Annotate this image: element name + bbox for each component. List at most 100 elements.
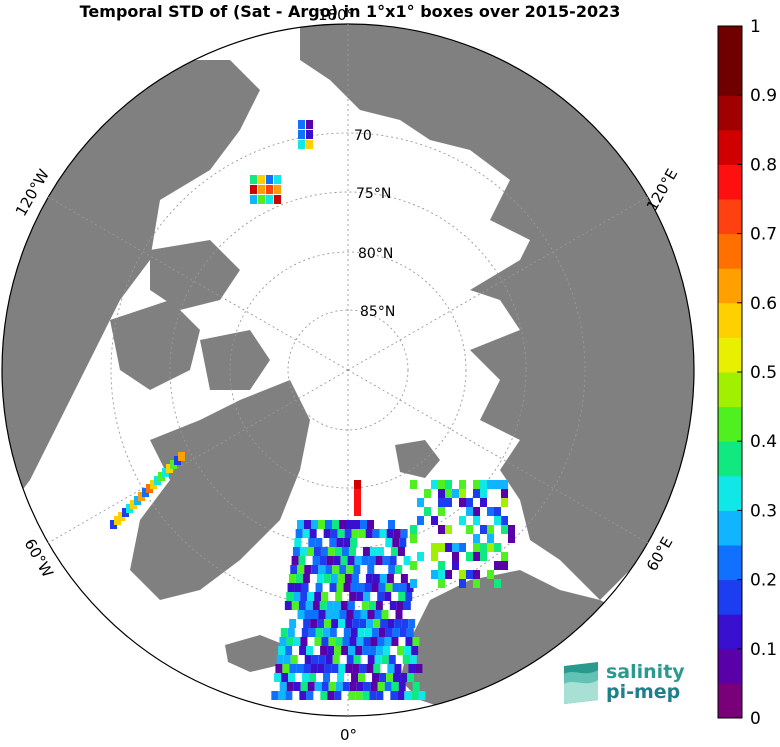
std-cell (366, 664, 374, 673)
std-cell (285, 646, 293, 655)
colorbar-tick-label: 0 (750, 709, 761, 729)
std-cell (378, 583, 386, 592)
std-cell (303, 664, 311, 673)
std-cell (355, 646, 363, 655)
std-cell (285, 691, 293, 700)
std-cell (344, 529, 352, 538)
std-cell (306, 120, 313, 129)
std-cell (354, 498, 361, 507)
std-cell (445, 498, 452, 507)
std-cell (327, 547, 335, 556)
std-cell (321, 682, 329, 691)
std-cell (386, 529, 394, 538)
std-cell (335, 637, 343, 646)
std-cell (362, 646, 370, 655)
std-cell (424, 489, 431, 498)
std-cell (304, 565, 312, 574)
std-cell (346, 655, 354, 664)
std-cell (302, 529, 310, 538)
std-cell (400, 673, 408, 682)
std-cell (487, 534, 494, 543)
std-cell (431, 570, 438, 579)
std-cell (417, 516, 424, 525)
std-cell (386, 673, 394, 682)
std-cell (438, 525, 445, 534)
std-cell (328, 637, 336, 646)
std-cell (309, 529, 317, 538)
std-cell (356, 637, 364, 646)
std-cell (487, 570, 494, 579)
std-cell (278, 691, 286, 700)
std-cell (356, 592, 364, 601)
std-cell (366, 619, 374, 628)
std-cell (345, 619, 353, 628)
land-layer (2, 24, 694, 716)
std-cell (473, 489, 480, 498)
std-cell (308, 628, 316, 637)
std-cell (410, 534, 417, 543)
std-cell (374, 610, 382, 619)
std-cell (377, 682, 385, 691)
std-cell (329, 628, 337, 637)
std-cell (290, 565, 298, 574)
std-cell (292, 547, 300, 556)
std-cell (399, 538, 407, 547)
std-cell (445, 570, 452, 579)
std-cell (297, 565, 305, 574)
std-cell (362, 547, 370, 556)
std-cell (351, 529, 359, 538)
std-cell (266, 185, 273, 194)
std-cell (339, 520, 346, 529)
std-cell (360, 610, 368, 619)
std-cell (312, 556, 320, 565)
std-cell (302, 673, 310, 682)
land-greenland (130, 380, 310, 600)
std-cell (397, 547, 405, 556)
std-cell (359, 619, 367, 628)
std-cell (396, 601, 404, 610)
std-cell (308, 538, 316, 547)
std-cell (278, 646, 286, 655)
std-cell (311, 655, 319, 664)
std-cell (294, 538, 302, 547)
std-cell (466, 498, 473, 507)
std-cell (312, 601, 320, 610)
colorbar-ticks: 0 0.1 0.2 0.3 0.4 0.5 0.6 0.7 0.8 0.9 1 (737, 17, 777, 729)
std-cell (332, 610, 340, 619)
std-cell (385, 628, 393, 637)
std-cell (298, 120, 305, 129)
std-cell (297, 520, 304, 529)
std-cell (501, 552, 508, 561)
std-cell (438, 507, 445, 516)
std-cell (340, 556, 348, 565)
std-cell (304, 610, 312, 619)
std-cell (314, 637, 322, 646)
std-cell (323, 529, 331, 538)
std-cell (298, 556, 306, 565)
lat-circle-70 (110, 132, 586, 608)
colorbar-segment (718, 614, 742, 650)
std-cell (314, 592, 322, 601)
std-cell (410, 480, 417, 489)
std-cell (288, 574, 296, 583)
std-cell (403, 556, 411, 565)
std-cell (316, 574, 324, 583)
std-cell (438, 570, 445, 579)
std-cell (266, 175, 273, 184)
std-cell (289, 619, 297, 628)
std-cell (388, 565, 396, 574)
std-cell (130, 500, 137, 509)
std-cell (320, 691, 328, 700)
land-archipelago-3 (200, 330, 270, 390)
land-novaya-zemlya (510, 380, 590, 440)
std-cell (392, 628, 400, 637)
std-cell (487, 543, 494, 552)
std-cell (306, 547, 314, 556)
std-cell (410, 579, 417, 588)
std-cell (400, 529, 408, 538)
std-cell (438, 489, 445, 498)
colorbar-segment (718, 441, 742, 477)
std-cell (410, 561, 417, 570)
std-cell (344, 574, 352, 583)
std-cell (487, 480, 494, 489)
